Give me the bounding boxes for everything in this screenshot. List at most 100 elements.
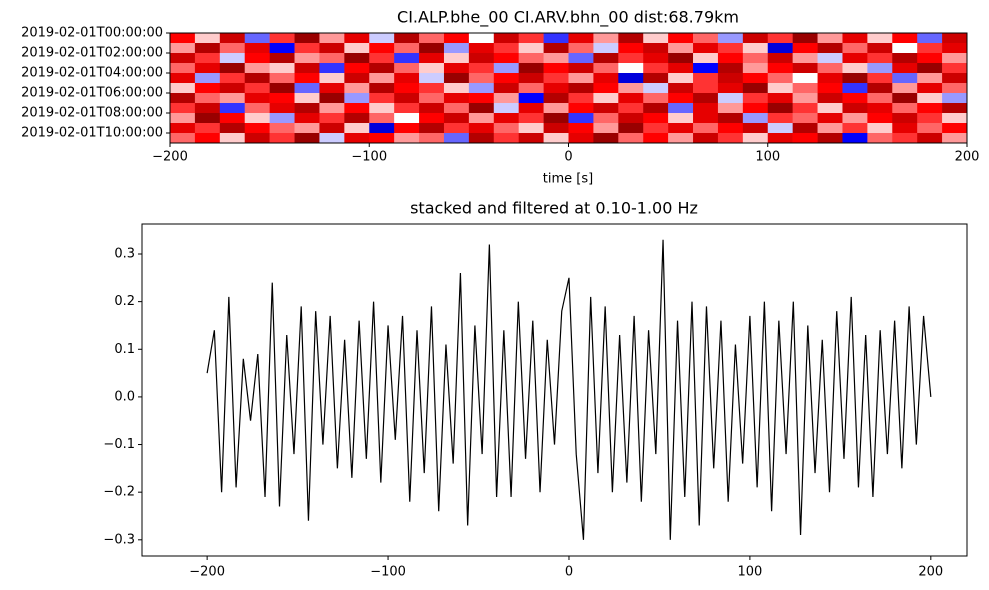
heatmap-cell xyxy=(543,43,569,54)
heatmap-cell xyxy=(369,113,395,124)
heatmap-cell xyxy=(942,123,968,134)
heatmap-cell xyxy=(742,103,769,114)
heatmap-cell xyxy=(219,133,246,144)
heatmap-cell xyxy=(269,113,295,124)
heatmap-cell xyxy=(618,43,644,54)
heatmap-cell xyxy=(443,133,470,144)
heatmap-cell xyxy=(468,113,495,124)
heatmap-cell xyxy=(443,63,470,74)
heatmap-cell xyxy=(194,43,221,54)
heatmap-cell xyxy=(344,133,370,144)
heatmap-cell xyxy=(468,43,495,54)
heatmap-cell xyxy=(668,73,694,84)
heatmap-cell xyxy=(717,103,744,114)
heatmap-cell xyxy=(668,33,694,44)
heatmap-cell xyxy=(543,93,569,104)
heatmap-cell xyxy=(419,83,445,94)
heatmap-cell xyxy=(269,63,295,74)
heatmap-cell xyxy=(394,123,420,134)
heatmap-cell xyxy=(518,103,544,114)
heatmap-cell xyxy=(394,53,420,64)
heatmap-cell xyxy=(443,123,470,134)
heatmap-cell xyxy=(917,103,943,114)
heatmap-cell xyxy=(543,33,569,44)
top-title: CI.ALP.bhe_00 CI.ARV.bhn_00 dist:68.79km xyxy=(397,8,739,28)
heatmap-cell xyxy=(170,133,196,144)
heatmap-cell xyxy=(319,43,345,54)
heatmap-cell xyxy=(543,133,569,144)
heatmap-cell xyxy=(468,93,495,104)
heatmap-cell xyxy=(942,93,968,104)
heatmap-cell xyxy=(219,93,246,104)
y-tick-label: −0.1 xyxy=(103,437,135,452)
heatmap-cell xyxy=(942,83,968,94)
heatmap-cell xyxy=(194,63,221,74)
heatmap-cell xyxy=(568,43,594,54)
heatmap-cell xyxy=(369,63,395,74)
heatmap-cell xyxy=(319,83,345,94)
y-tick-label: 2019-02-01T04:00:00 xyxy=(21,66,163,81)
heatmap-cell xyxy=(742,33,769,44)
heatmap-cell xyxy=(443,43,470,54)
heatmap-cell xyxy=(643,73,669,84)
heatmap-cell xyxy=(867,33,893,44)
heatmap-cell xyxy=(244,133,270,144)
heatmap-cell xyxy=(294,53,320,64)
heatmap-cell xyxy=(170,73,196,84)
heatmap-cell xyxy=(867,63,893,74)
heatmap-cell xyxy=(643,33,669,44)
heatmap-cell xyxy=(394,63,420,74)
x-tick-label: 0 xyxy=(565,565,573,580)
heatmap-cell xyxy=(892,113,918,124)
heatmap-cell xyxy=(593,103,619,114)
heatmap-cell xyxy=(344,53,370,64)
heatmap-cell xyxy=(294,83,320,94)
heatmap-cell xyxy=(842,43,868,54)
heatmap-cell xyxy=(269,73,295,84)
y-tick-label: 0.3 xyxy=(114,247,135,262)
heatmap-cell xyxy=(543,103,569,114)
heatmap-cell xyxy=(194,83,221,94)
heatmap-cell xyxy=(767,33,793,44)
heatmap-cell xyxy=(294,43,320,54)
heatmap-cell xyxy=(294,113,320,124)
heatmap-cell xyxy=(942,103,968,114)
heatmap-cell xyxy=(792,123,818,134)
heatmap-cell xyxy=(892,93,918,104)
heatmap-cell xyxy=(219,73,246,84)
heatmap-cell xyxy=(742,113,769,124)
heatmap-cell xyxy=(717,113,744,124)
heatmap-cell xyxy=(194,73,221,84)
heatmap-cell xyxy=(618,83,644,94)
x-tick-label: 0 xyxy=(564,150,572,165)
heatmap-cell xyxy=(593,33,619,44)
heatmap-cell xyxy=(394,113,420,124)
heatmap-cell xyxy=(618,133,644,144)
heatmap-cell xyxy=(419,33,445,44)
x-tick-label: −100 xyxy=(351,150,387,165)
heatmap-cell xyxy=(792,73,818,84)
heatmap-cell xyxy=(742,133,769,144)
heatmap-cell xyxy=(817,73,843,84)
heatmap-cell xyxy=(643,53,669,64)
heatmap-cell xyxy=(593,83,619,94)
heatmap-cell xyxy=(170,43,196,54)
x-axis-label: time [s] xyxy=(543,172,593,187)
heatmap-cell xyxy=(668,53,694,64)
heatmap-cell xyxy=(419,73,445,84)
heatmap-cell xyxy=(443,83,470,94)
heatmap-cell xyxy=(468,53,495,64)
heatmap-cell xyxy=(493,53,519,64)
heatmap-cell xyxy=(892,53,918,64)
heatmap-cell xyxy=(493,43,519,54)
heatmap-cell xyxy=(219,103,246,114)
heatmap-cell xyxy=(269,123,295,134)
heatmap-cell xyxy=(917,43,943,54)
heatmap-cell xyxy=(294,93,320,104)
x-tick-label: 100 xyxy=(755,150,780,165)
heatmap-cell xyxy=(419,43,445,54)
heatmap-cell xyxy=(319,133,345,144)
heatmap-cell xyxy=(518,43,544,54)
heatmap-cell xyxy=(842,83,868,94)
